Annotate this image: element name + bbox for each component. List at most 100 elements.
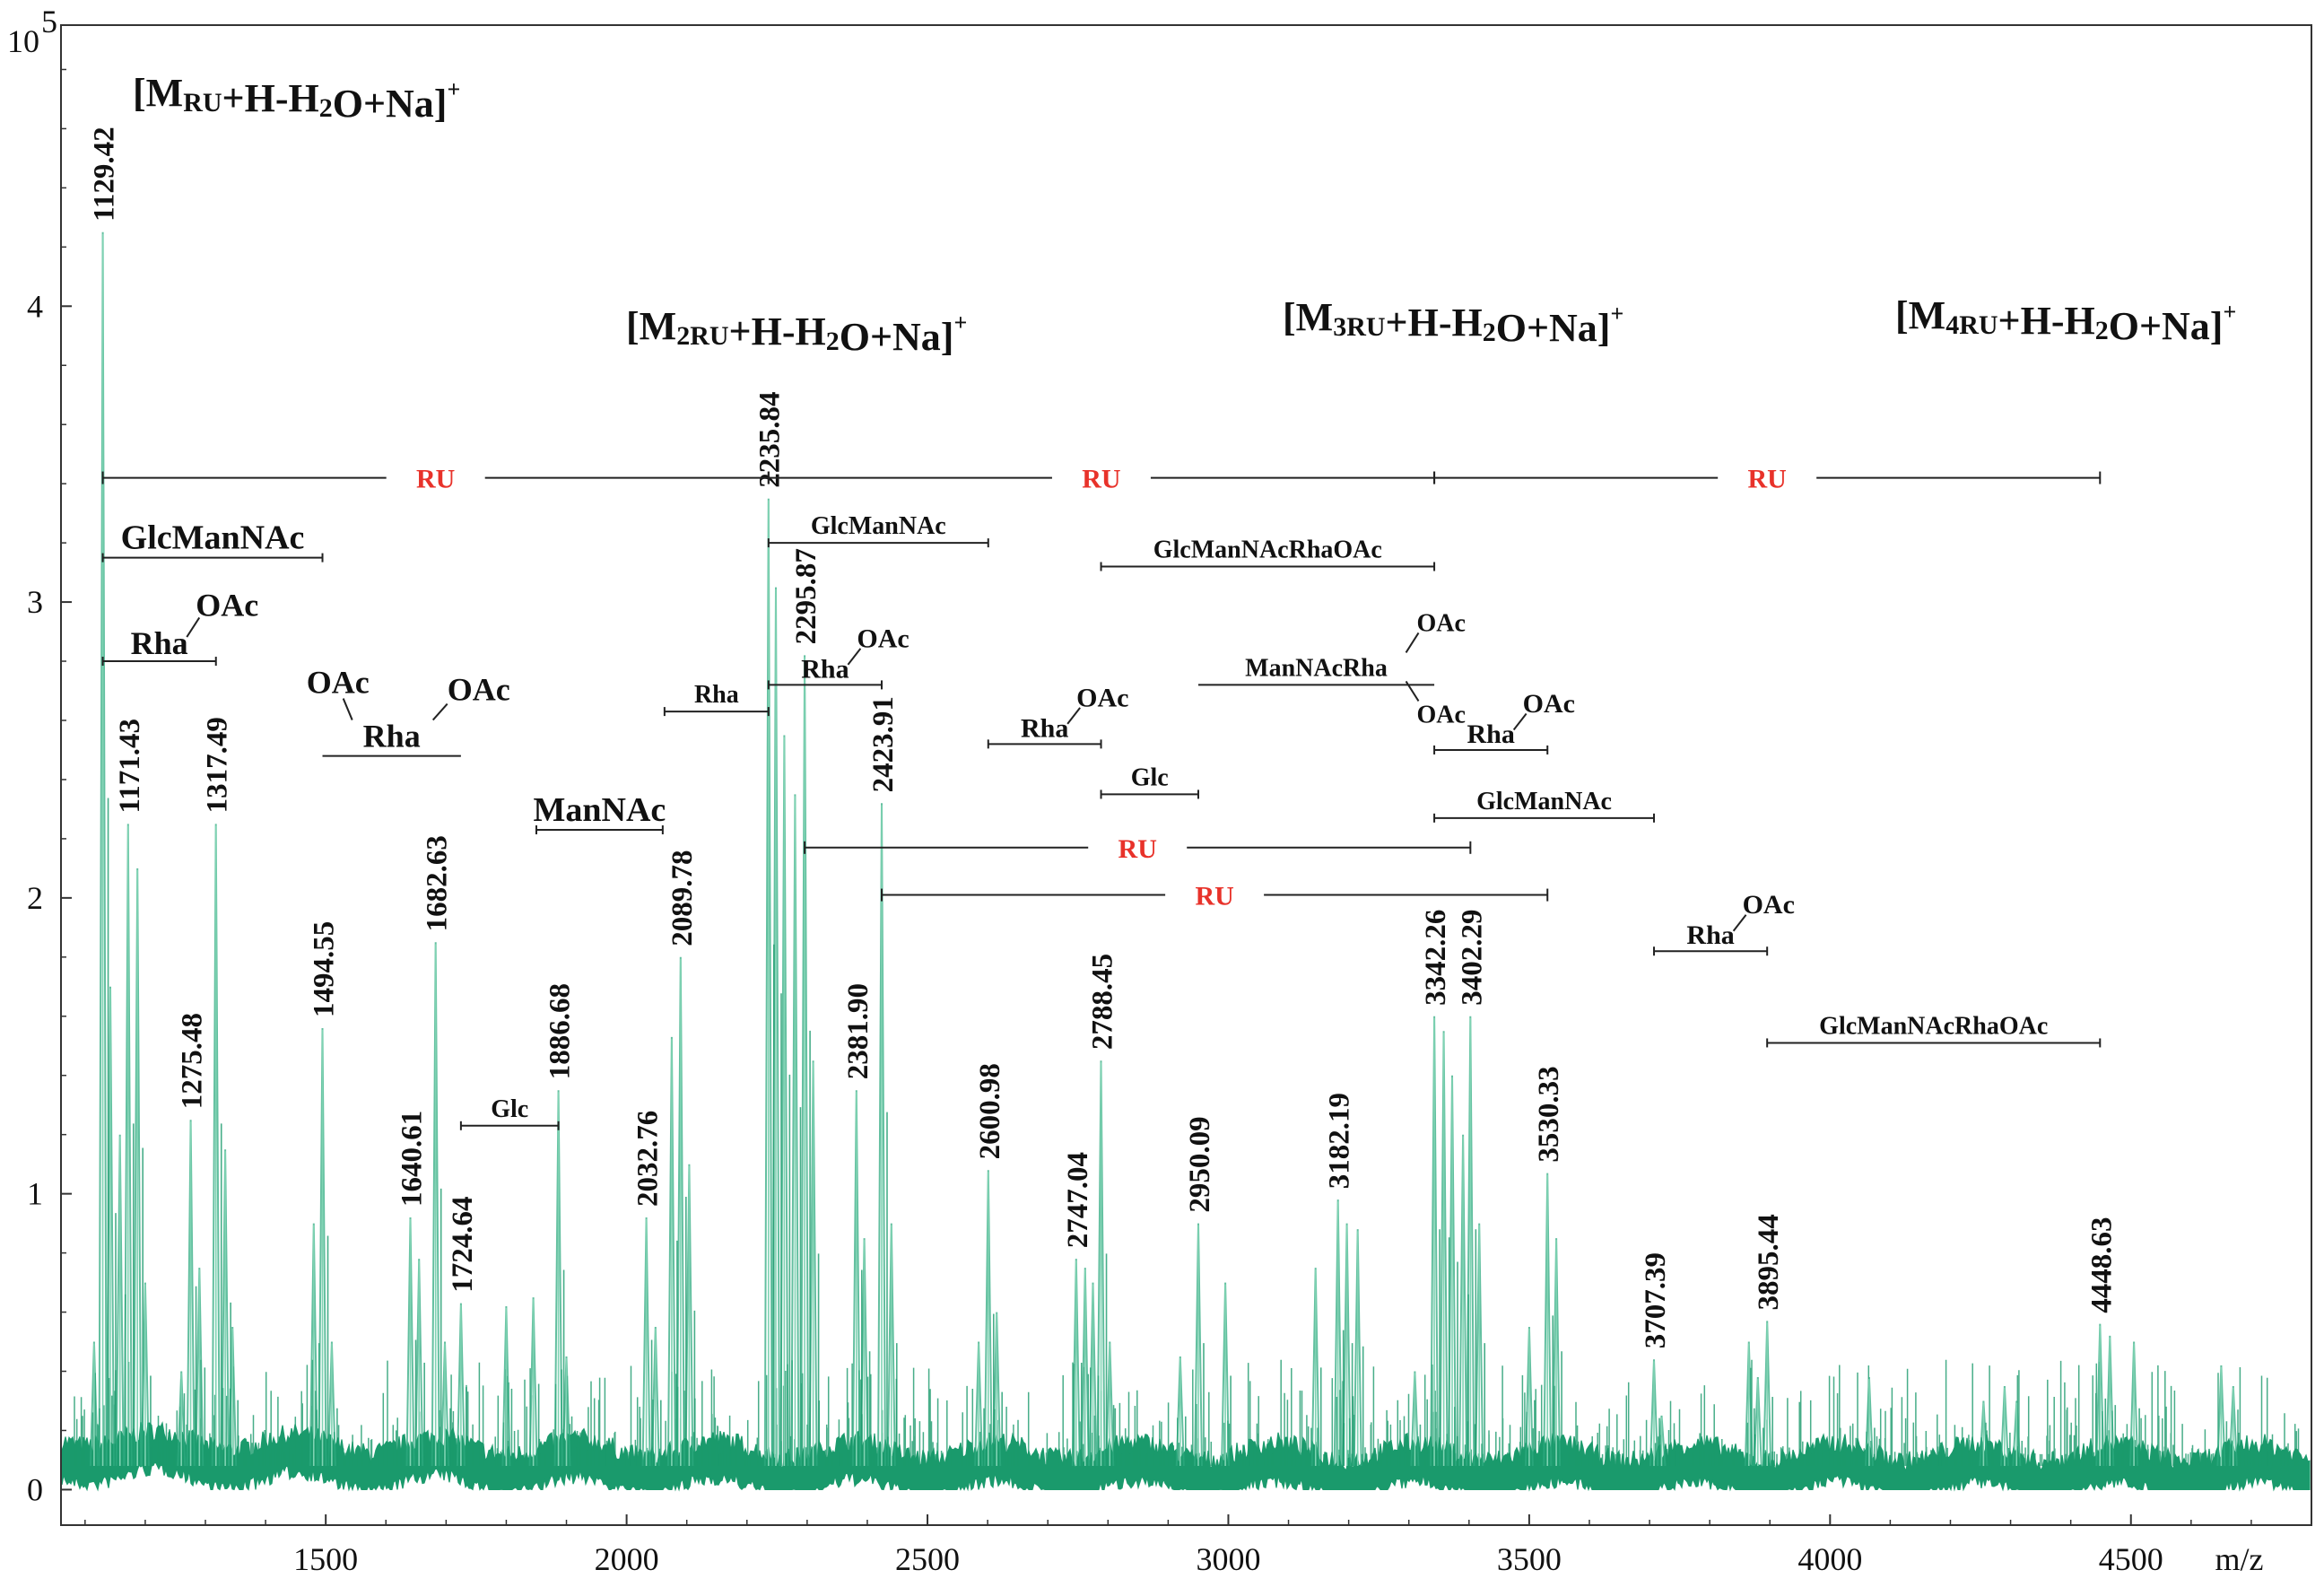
peak-label: 1682.63: [422, 835, 454, 931]
oac-bond: [1405, 632, 1420, 653]
oac-bond: [186, 616, 201, 638]
ion-label-part: O+Na]: [2109, 304, 2224, 348]
minor-peak: [790, 794, 800, 1467]
minor-peak: [140, 1282, 150, 1467]
x-tick-label: 1500: [293, 1541, 358, 1577]
peak-label: 1494.55: [308, 921, 340, 1017]
minor-peak: [2012, 1400, 2022, 1467]
minor-peak: [89, 1341, 99, 1467]
rha-label: Rha: [1021, 713, 1068, 743]
minor-peak: [1524, 1326, 1534, 1467]
peak-2235.84: [763, 498, 773, 1467]
peak-3530.33: [1543, 1173, 1553, 1467]
minor-peak: [666, 1036, 676, 1467]
peak-2600.98: [983, 1170, 993, 1467]
minor-peak: [1221, 1282, 1231, 1467]
minor-peak: [326, 1341, 336, 1467]
ion-label-part: +: [2223, 299, 2236, 325]
minor-peak: [177, 1371, 187, 1467]
fragment-label: GlcManNAcRhaOAc: [1819, 1012, 2048, 1040]
peak-label: 3342.26: [1420, 910, 1452, 1006]
minor-peak: [1353, 1229, 1362, 1467]
oac-bond: [847, 648, 862, 666]
peak-label: 2423.91: [867, 696, 900, 792]
peak-label: 1171.43: [114, 719, 146, 813]
ion-label-part: +H-H: [1998, 299, 2095, 343]
minor-peak: [309, 1223, 318, 1467]
minor-peak: [501, 1305, 511, 1467]
minor-peak: [2228, 1385, 2238, 1467]
oac-bond: [1066, 707, 1081, 725]
minor-peak: [1458, 1134, 1468, 1467]
fragment-label: Glc: [1131, 763, 1169, 791]
minor-peak: [684, 1164, 694, 1467]
peak-2381.90: [851, 1090, 861, 1467]
spectrum-peaks-layer: [89, 231, 2240, 1467]
y-tick-label: 3: [27, 584, 43, 620]
ion-label-part: 2: [2095, 316, 2109, 345]
oac-label: OAc: [1076, 683, 1128, 712]
peak-label: 2747.04: [1062, 1152, 1094, 1248]
peak-2032.76: [641, 1217, 651, 1467]
y-scale-exponent: 5: [41, 4, 57, 39]
ion-label-part: +: [1610, 301, 1623, 327]
ion-label-part: O+Na]: [333, 82, 448, 126]
x-tick-label: 3500: [1497, 1541, 1562, 1577]
ru-label-bg: [1088, 827, 1188, 864]
minor-peak: [195, 1268, 205, 1467]
peak-1494.55: [318, 1027, 327, 1467]
x-tick-label: 4500: [2099, 1541, 2163, 1577]
axes-layer: 1500 2000 2500 3000 3500 4000 4500 m/z 0 1 2 3 4 105: [7, 4, 2263, 1577]
minor-peak: [1410, 1371, 1420, 1467]
ion-label: [M2RU+H-H2O+Na]+: [626, 304, 967, 359]
minor-peak: [1080, 1268, 1090, 1467]
peak-2089.78: [675, 956, 685, 1467]
ion-label-part: [M: [1283, 295, 1333, 339]
ru-label: RU: [416, 465, 455, 494]
peak-2423.91: [877, 803, 886, 1467]
ion-label-part: +H-H: [729, 310, 826, 353]
peak-label: 1129.42: [89, 126, 121, 221]
minor-peak: [779, 735, 789, 1467]
ion-label-part: 4RU: [1945, 310, 1998, 340]
ion-label-part: 2: [319, 93, 333, 123]
minor-peak: [2216, 1365, 2226, 1467]
minor-peak: [1753, 1377, 1763, 1467]
peak-3895.44: [1763, 1321, 1772, 1467]
ru-label-bg: [1718, 458, 1817, 494]
mannacrha-label: ManNAcRha: [1245, 654, 1388, 682]
ru-label-bg: [386, 458, 485, 494]
peak-3342.26: [1430, 1016, 1440, 1467]
fragment-label: GlcManNAc: [1476, 788, 1612, 815]
ion-label-part: [M: [626, 304, 676, 348]
ion-label-part: 2: [1483, 318, 1496, 347]
minor-peak: [1744, 1341, 1754, 1467]
peak-labels-layer: 1129.42 1171.43 1275.48 1317.49 1494.55 1640.…: [89, 126, 2119, 1348]
minor-peak: [221, 1149, 231, 1467]
y-tick-label: 4: [27, 288, 43, 324]
peak-1171.43: [123, 824, 133, 1467]
plot-frame: [60, 24, 2312, 1526]
fragment-label: ManNAc: [534, 791, 666, 829]
minor-peak: [1088, 1282, 1098, 1467]
x-tick-label: 2500: [895, 1541, 960, 1577]
rha-label: Rha: [131, 625, 188, 661]
oac-bond: [1732, 914, 1747, 932]
peak-1275.48: [186, 1120, 196, 1467]
ru-label: RU: [1195, 882, 1233, 911]
peak-1129.42: [98, 231, 108, 1467]
peak-label: 2089.78: [666, 850, 699, 946]
y-tick-label: 1: [27, 1176, 43, 1212]
rha-label: Rha: [1686, 920, 1734, 950]
peak-2788.45: [1096, 1060, 1106, 1467]
oac-bond: [1405, 680, 1420, 702]
fragment-label: GlcManNAc: [121, 519, 305, 557]
peak-label: 3707.39: [1640, 1252, 1672, 1348]
x-tick-label: 2000: [595, 1541, 659, 1577]
minor-peak: [1342, 1223, 1352, 1467]
ru-label-bg: [1165, 875, 1265, 911]
minor-peak: [440, 1341, 449, 1467]
ion-label-part: 3RU: [1333, 312, 1385, 342]
